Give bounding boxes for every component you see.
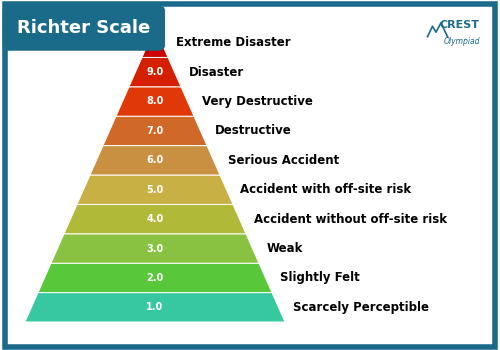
Text: Olympiad: Olympiad	[444, 37, 480, 47]
Text: 3.0: 3.0	[146, 244, 164, 253]
Text: Richter Scale: Richter Scale	[17, 19, 150, 37]
Polygon shape	[142, 28, 168, 57]
Text: 4.0: 4.0	[146, 214, 164, 224]
Text: 8.0: 8.0	[146, 97, 164, 106]
Text: 9.0: 9.0	[146, 67, 164, 77]
Text: 6.0: 6.0	[146, 155, 164, 165]
Text: Accident with off-site risk: Accident with off-site risk	[240, 183, 412, 196]
Polygon shape	[129, 57, 181, 87]
Text: Slightly Felt: Slightly Felt	[280, 271, 359, 285]
Text: Serious Accident: Serious Accident	[228, 154, 339, 167]
Polygon shape	[77, 175, 233, 204]
Polygon shape	[116, 87, 194, 116]
Text: 5.0: 5.0	[146, 185, 164, 195]
Text: 10.0: 10.0	[143, 38, 167, 48]
Text: Destructive: Destructive	[214, 124, 291, 138]
Polygon shape	[64, 204, 246, 234]
Text: 1.0: 1.0	[146, 302, 164, 312]
Polygon shape	[38, 263, 272, 293]
Polygon shape	[51, 234, 259, 263]
Text: Very Destructive: Very Destructive	[202, 95, 312, 108]
Text: CREST: CREST	[440, 20, 480, 29]
Text: Scarcely Perceptible: Scarcely Perceptible	[292, 301, 428, 314]
Text: Extreme Disaster: Extreme Disaster	[176, 36, 290, 49]
Polygon shape	[25, 293, 285, 322]
Text: Accident without off-site risk: Accident without off-site risk	[254, 212, 446, 226]
Text: 2.0: 2.0	[146, 273, 164, 283]
FancyBboxPatch shape	[2, 5, 165, 51]
Text: Disaster: Disaster	[188, 65, 244, 79]
Text: Weak: Weak	[266, 242, 303, 255]
Polygon shape	[90, 146, 220, 175]
Polygon shape	[103, 116, 207, 146]
Text: 7.0: 7.0	[146, 126, 164, 136]
